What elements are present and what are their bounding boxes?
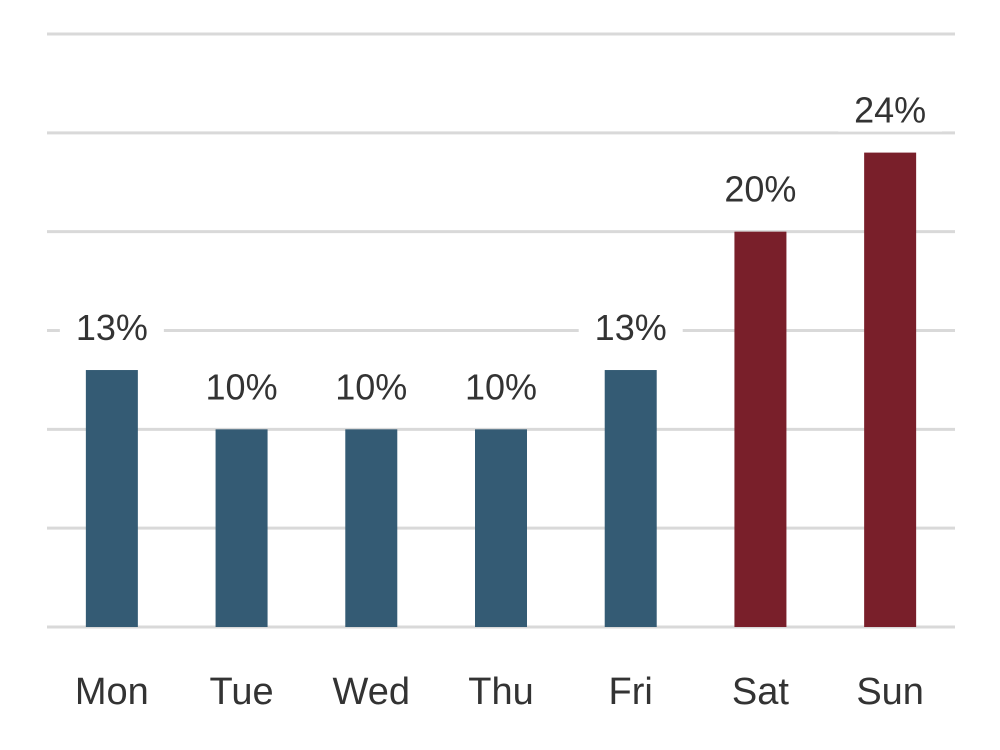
category-label-wed: Wed (333, 671, 410, 713)
data-label-sat: 20% (724, 169, 796, 210)
bar-sun (864, 152, 917, 627)
category-label-fri: Fri (609, 671, 653, 713)
data-label-thu: 10% (465, 366, 537, 407)
data-label-background-mon (59, 307, 164, 350)
bar-tue (215, 429, 268, 627)
bar-fri (604, 370, 657, 627)
bar-sat (734, 231, 787, 627)
data-label-mon: 13% (76, 307, 148, 348)
data-labels: 13% 10% 10% 10% 13% 20% 24% (59, 89, 943, 409)
category-label-thu: Thu (468, 671, 533, 713)
data-label-tue: 10% (206, 366, 278, 407)
bar-thu (475, 429, 527, 627)
bar-mon (85, 370, 138, 627)
data-label-background-sun (838, 89, 943, 132)
bar-wed (345, 429, 398, 627)
category-label-sat: Sat (732, 671, 789, 713)
bars (85, 152, 917, 627)
data-label-background-thu (449, 366, 553, 409)
data-label-wed: 10% (335, 366, 407, 407)
data-label-sun: 24% (854, 90, 926, 131)
category-labels: Mon Tue Wed Thu Fri Sat Sun (75, 671, 924, 713)
data-label-background-fri (578, 307, 683, 350)
data-label-background-wed (319, 366, 424, 409)
data-label-fri: 13% (595, 307, 667, 348)
data-label-background-tue (189, 366, 294, 409)
category-label-sun: Sun (856, 671, 924, 713)
category-label-mon: Mon (75, 671, 149, 713)
data-label-background-sat (708, 168, 813, 211)
category-label-tue: Tue (210, 671, 274, 713)
